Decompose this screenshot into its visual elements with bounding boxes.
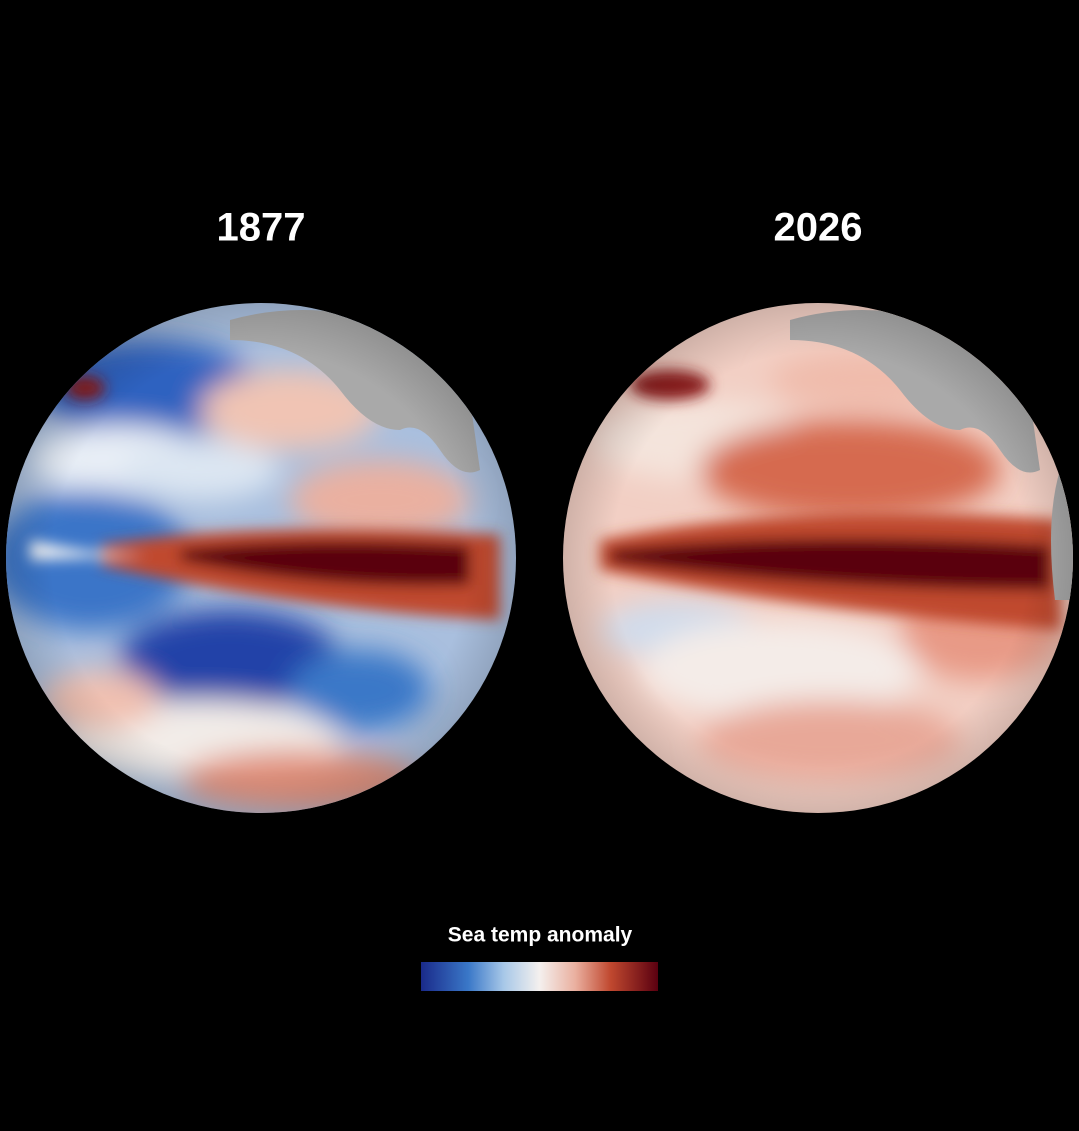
legend-title: Sea temp anomaly xyxy=(448,924,633,947)
globe-2026 xyxy=(563,303,1073,813)
map-title: 2026 xyxy=(774,206,863,250)
map-title: 1877 xyxy=(217,206,306,250)
globe-1877 xyxy=(6,303,516,813)
legend-color-bar xyxy=(421,962,658,991)
